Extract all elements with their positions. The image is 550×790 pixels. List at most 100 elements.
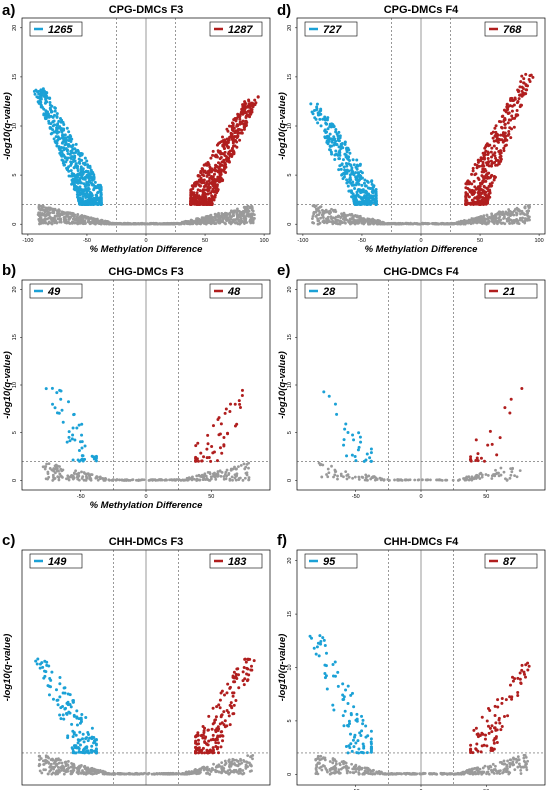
nonsig-point [206, 219, 210, 223]
hypo-point [49, 110, 53, 114]
hypo-point [79, 181, 83, 185]
hyper-point [484, 194, 488, 198]
nonsig-point [339, 472, 343, 476]
legend-hyper: 768 [484, 21, 538, 37]
hypo-point [336, 153, 340, 157]
hypo-point [374, 199, 378, 203]
hypo-point [78, 161, 82, 165]
nonsig-point [243, 476, 247, 480]
nonsig-point [37, 214, 41, 218]
hyper-point [522, 77, 526, 81]
nonsig-point [43, 208, 46, 212]
hyper-point [240, 388, 244, 392]
y-axis-label: -log10(q-value) [277, 92, 288, 160]
nonsig-point [63, 211, 67, 215]
nonsig-point [225, 468, 229, 472]
hyper-point [494, 124, 498, 128]
panel-title: CPG-DMCs F4 [384, 4, 459, 16]
nonsig-point [333, 468, 337, 472]
nonsig-point [60, 761, 64, 765]
nonsig-point [104, 477, 107, 480]
hypo-point [322, 117, 326, 121]
hypo-point [44, 94, 48, 98]
hyper-point [509, 397, 513, 401]
hyper-point [194, 459, 198, 463]
hypo-point [60, 408, 64, 412]
nonsig-point [378, 220, 382, 224]
nonsig-point [82, 221, 86, 225]
nonsig-point [181, 772, 185, 776]
hyper-point [524, 92, 528, 96]
nonsig-point [463, 222, 467, 226]
nonsig-point [230, 220, 234, 224]
nonsig-point [327, 219, 330, 222]
nonsig-point [238, 769, 242, 773]
hyper-point [212, 186, 216, 190]
nonsig-point [214, 770, 218, 774]
nonsig-point [217, 770, 221, 774]
nonsig-point [528, 205, 531, 209]
hyper-point [189, 190, 193, 194]
nonsig-point [190, 478, 194, 482]
nonsig-point [208, 772, 212, 776]
nonsig-point [216, 470, 220, 473]
hyper-point [517, 97, 521, 101]
hypo-point [83, 444, 87, 448]
nonsig-point [400, 478, 404, 482]
hyper-point [471, 193, 475, 197]
hypo-point [67, 174, 71, 178]
hyper-point [239, 112, 243, 116]
hypo-point [79, 165, 83, 169]
hypo-point [59, 717, 63, 721]
nonsig-point [337, 214, 341, 218]
nonsig-point [45, 217, 49, 221]
hyper-point [464, 195, 468, 199]
nonsig-point [248, 219, 252, 223]
nonsig-point [347, 475, 351, 479]
hypo-point [345, 150, 349, 154]
hypo-point [364, 190, 368, 194]
hypo-point [324, 122, 328, 126]
nonsig-point [241, 478, 245, 482]
hypo-point [350, 195, 354, 199]
nonsig-point [47, 475, 51, 479]
nonsig-point [146, 772, 149, 776]
nonsig-point [251, 209, 255, 213]
y-tick-label: 5 [12, 431, 18, 434]
nonsig-point [332, 209, 336, 213]
nonsig-point [214, 477, 218, 481]
hyper-point [193, 181, 197, 185]
hypo-point [370, 201, 374, 205]
nonsig-point [231, 478, 234, 482]
hypo-point [56, 122, 60, 126]
hyper-point [234, 138, 238, 142]
hyper-point [229, 402, 233, 406]
nonsig-point [65, 221, 69, 225]
hyper-point [493, 175, 497, 179]
hyper-point [510, 109, 514, 113]
nonsig-point [318, 221, 322, 225]
nonsig-point [128, 222, 132, 226]
hypo-point [88, 172, 92, 176]
nonsig-point [230, 209, 233, 213]
nonsig-point [61, 213, 64, 217]
nonsig-point [523, 219, 527, 223]
hyper-point [476, 160, 480, 164]
hypo-point [355, 167, 359, 171]
hyper-point [211, 149, 215, 153]
y-tick-label: 20 [287, 286, 293, 292]
hypo-point [83, 177, 87, 181]
hypo-point [44, 117, 48, 121]
nonsig-point [57, 217, 61, 221]
hyper-point [482, 185, 486, 189]
nonsig-point [49, 768, 53, 772]
nonsig-point [507, 208, 511, 211]
hyper-point [222, 435, 226, 439]
hypo-point [55, 128, 59, 132]
nonsig-point [198, 474, 201, 478]
hyper-point [235, 422, 239, 426]
nonsig-point [198, 478, 202, 482]
hypo-point [59, 389, 63, 393]
x-tick-label: -50 [83, 238, 91, 244]
nonsig-point [495, 472, 499, 476]
